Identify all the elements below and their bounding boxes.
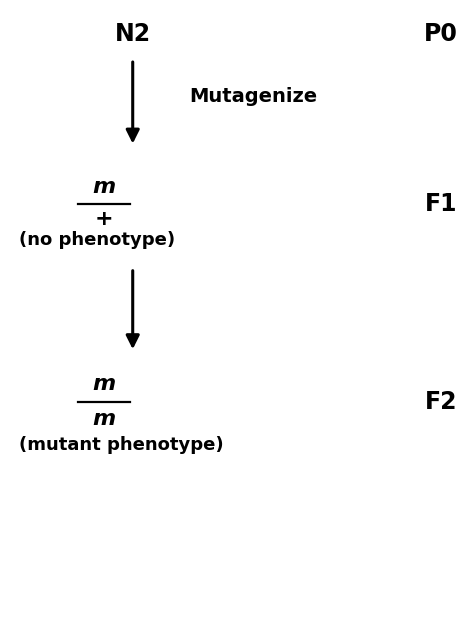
Text: N2: N2 bbox=[115, 22, 151, 46]
Text: (no phenotype): (no phenotype) bbox=[19, 231, 175, 249]
Text: m: m bbox=[93, 177, 116, 197]
Text: F1: F1 bbox=[425, 193, 457, 216]
Text: P0: P0 bbox=[424, 22, 458, 46]
Text: +: + bbox=[95, 209, 114, 229]
Text: (mutant phenotype): (mutant phenotype) bbox=[19, 437, 224, 454]
Text: F2: F2 bbox=[425, 390, 457, 414]
Text: Mutagenize: Mutagenize bbox=[190, 87, 318, 106]
Text: m: m bbox=[93, 409, 116, 429]
Text: m: m bbox=[93, 374, 116, 394]
